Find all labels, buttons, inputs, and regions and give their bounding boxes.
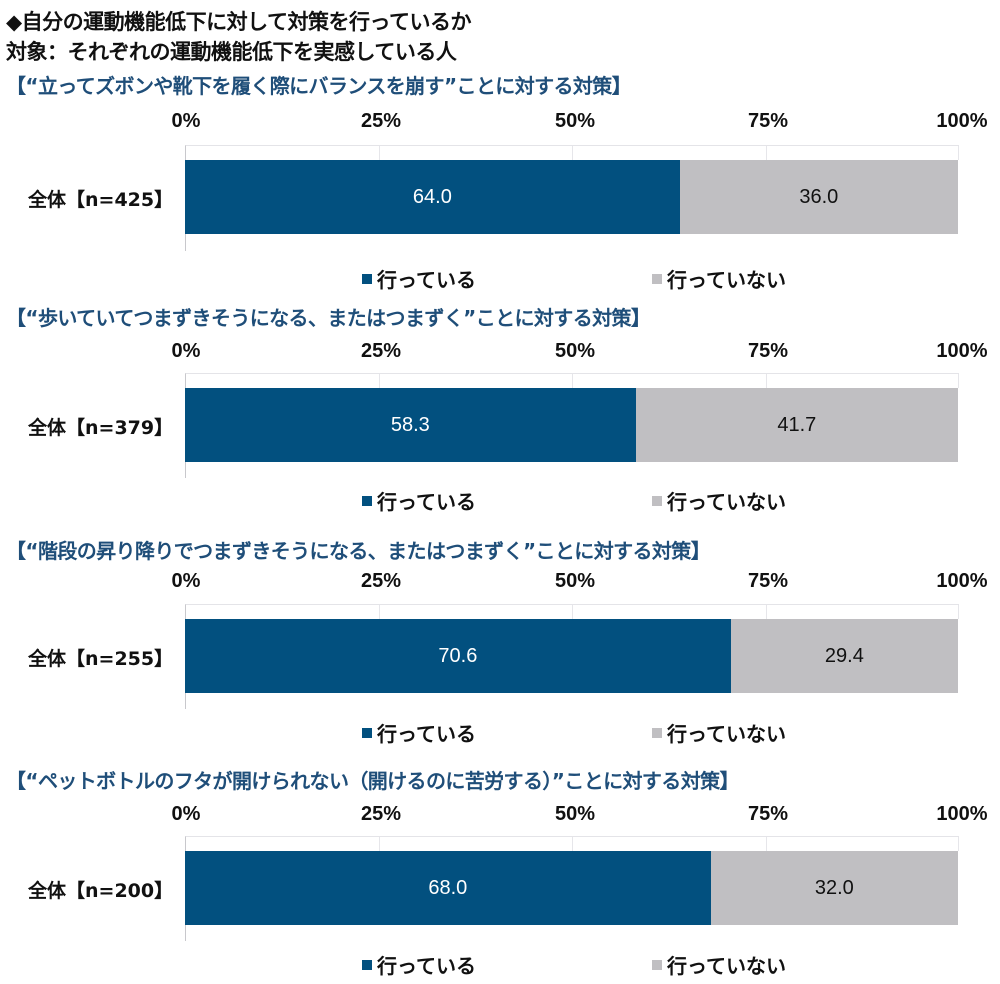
gridline: [379, 837, 380, 851]
bar-segment-not-doing[interactable]: 41.7: [635, 388, 958, 462]
gridline: [379, 146, 380, 160]
row-label: 全体【n=379】: [28, 417, 174, 439]
legend-swatch-icon: [362, 959, 372, 970]
axis-tick-label: 0%: [171, 340, 201, 362]
legend-swatch-icon: [652, 273, 662, 284]
axis-tick-label: 25%: [360, 110, 402, 132]
gridline: [572, 146, 573, 160]
axis-tick-label: 0%: [171, 570, 201, 592]
legend-item-not-doing[interactable]: 行っていない: [652, 950, 786, 979]
legend-label: 行っている: [377, 268, 476, 292]
gridline: [379, 374, 380, 388]
gridline: [766, 837, 767, 851]
legend-item-not-doing[interactable]: 行っていない: [652, 718, 786, 747]
page-title: ◆自分の運動機能低下に対して対策を行っているか: [6, 10, 471, 34]
row-label: 全体【n=200】: [28, 880, 174, 902]
axis-tick-label: 75%: [747, 803, 789, 825]
gridline: [379, 605, 380, 619]
bar-segment-doing[interactable]: 68.0: [185, 851, 711, 925]
legend-label: 行っている: [377, 490, 476, 514]
legend-swatch-icon: [652, 727, 662, 738]
gridline: [958, 605, 959, 619]
gridline: [958, 374, 959, 388]
bar-segment-doing[interactable]: 64.0: [185, 160, 680, 234]
axis-tick-label: 0%: [171, 110, 201, 132]
legend-label: 行っている: [377, 954, 476, 978]
section-title: 【“ペットボトルのフタが開けられない（開けるのに苦労する）”ことに対する対策】: [6, 769, 739, 793]
legend-label: 行っていない: [667, 954, 786, 978]
section-title: 【“歩いていてつまずきそうになる、またはつまずく”ことに対する対策】: [6, 306, 651, 330]
page-subtitle: 対象：それぞれの運動機能低下を実感している人: [6, 40, 457, 64]
axis-tick-label: 50%: [554, 110, 596, 132]
legend-label: 行っていない: [667, 268, 786, 292]
row-label: 全体【n=425】: [28, 189, 174, 211]
axis-tick-label: 100%: [936, 110, 988, 132]
bar-segment-not-doing[interactable]: 29.4: [730, 619, 958, 693]
stacked-bar: 58.3 41.7: [185, 388, 958, 462]
legend-label: 行っていない: [667, 490, 786, 514]
legend-item-doing[interactable]: 行っている: [362, 486, 476, 515]
gridline: [958, 146, 959, 160]
legend-label: 行っている: [377, 722, 476, 746]
legend-item-doing[interactable]: 行っている: [362, 718, 476, 747]
legend-swatch-icon: [362, 273, 372, 284]
legend-swatch-icon: [652, 959, 662, 970]
section-title: 【“階段の昇り降りでつまずきそうになる、またはつまずく”ことに対する対策】: [6, 539, 711, 563]
gridline: [958, 837, 959, 851]
axis-tick-label: 100%: [936, 340, 988, 362]
bar-segment-doing[interactable]: 58.3: [185, 388, 636, 462]
axis-tick-label: 50%: [554, 803, 596, 825]
legend-swatch-icon: [362, 495, 372, 506]
gridline: [572, 374, 573, 388]
stacked-bar: 64.0 36.0: [185, 160, 958, 234]
bar-segment-not-doing[interactable]: 36.0: [679, 160, 958, 234]
axis-tick-label: 50%: [554, 570, 596, 592]
axis-tick-label: 25%: [360, 340, 402, 362]
legend-item-not-doing[interactable]: 行っていない: [652, 486, 786, 515]
legend-item-doing[interactable]: 行っている: [362, 950, 476, 979]
section-title: 【“立ってズボンや靴下を履く際にバランスを崩す”ことに対する対策】: [6, 74, 632, 98]
bar-segment-not-doing[interactable]: 32.0: [710, 851, 958, 925]
axis-tick-label: 25%: [360, 803, 402, 825]
gridline: [766, 605, 767, 619]
axis-tick-label: 100%: [936, 803, 988, 825]
legend-swatch-icon: [652, 495, 662, 506]
axis-tick-label: 0%: [171, 803, 201, 825]
stacked-bar: 70.6 29.4: [185, 619, 958, 693]
axis-tick-label: 75%: [747, 110, 789, 132]
axis-tick-label: 100%: [936, 570, 988, 592]
stacked-bar: 68.0 32.0: [185, 851, 958, 925]
axis-tick-label: 75%: [747, 570, 789, 592]
row-label: 全体【n=255】: [28, 648, 174, 670]
gridline: [572, 605, 573, 619]
axis-tick-label: 75%: [747, 340, 789, 362]
gridline: [766, 374, 767, 388]
gridline: [572, 837, 573, 851]
gridline: [766, 146, 767, 160]
legend-swatch-icon: [362, 727, 372, 738]
legend-item-not-doing[interactable]: 行っていない: [652, 264, 786, 293]
legend-label: 行っていない: [667, 722, 786, 746]
axis-tick-label: 50%: [554, 340, 596, 362]
bar-segment-doing[interactable]: 70.6: [185, 619, 731, 693]
legend-item-doing[interactable]: 行っている: [362, 264, 476, 293]
axis-tick-label: 25%: [360, 570, 402, 592]
